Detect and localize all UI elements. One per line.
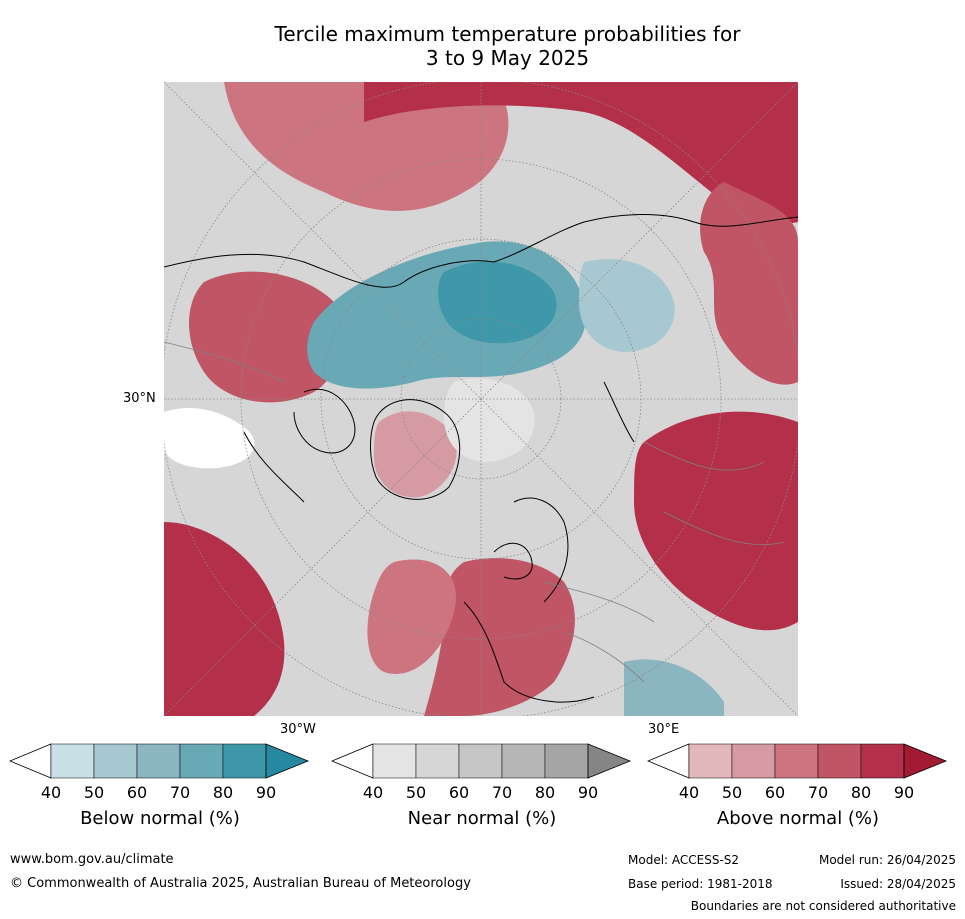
region-greenland-above (374, 411, 457, 498)
colorbar-near-segment (415, 743, 460, 779)
graticule (164, 82, 798, 716)
footer-disclaimer: Boundaries are not considered authoritat… (690, 899, 956, 913)
probability-map[interactable] (164, 82, 798, 716)
colorbar-above-tick: 70 (807, 783, 829, 802)
region-siberia-above (364, 82, 798, 224)
colorbar-near-segment (372, 743, 417, 779)
region-atlantic-above (367, 559, 456, 674)
colorbar-above-svg (647, 743, 948, 779)
lon-label-30w: 30°W (280, 722, 316, 737)
colorbar-below-segment (93, 743, 138, 779)
region-europe-above (424, 558, 575, 716)
colorbar-below-tick: 60 (126, 783, 148, 802)
colorbar-above-segment (817, 743, 862, 779)
colorbar-below-segment (136, 743, 181, 779)
colorbar-near-tick: 60 (448, 783, 470, 802)
region-canada-above (189, 271, 345, 403)
borders (164, 341, 785, 683)
colorbar-near-tick: 80 (534, 783, 556, 802)
colorbar-near (331, 743, 633, 779)
colorbar-above-title: Above normal (%) (716, 808, 880, 829)
colorbar-below-max-arrow (265, 743, 310, 779)
region-north-pacific-above (224, 82, 509, 211)
region-russia-above (634, 411, 798, 631)
region-north-america-above (164, 522, 285, 716)
colorbar-below-min-arrow (9, 743, 52, 779)
footer-base-period: Base period: 1981-2018 (628, 877, 773, 891)
colorbar-above-min-arrow (647, 743, 690, 779)
region-scandinavia-below (579, 258, 675, 352)
colorbar-near-max-arrow (587, 743, 632, 779)
colorbar-above-tick: 60 (764, 783, 786, 802)
title-line-1: Tercile maximum temperature probabilitie… (274, 22, 741, 46)
region-east-asia-below (624, 659, 724, 716)
colorbar-above-segment (774, 743, 819, 779)
colorbar-below (9, 743, 311, 779)
footer-model-run: Model run: 26/04/2025 (818, 853, 956, 867)
chart-title: Tercile maximum temperature probabilitie… (0, 22, 965, 70)
map-canvas (164, 82, 798, 716)
colorbar-near-segment (544, 743, 589, 779)
colorbar-below-segment (179, 743, 224, 779)
colorbar-near-min-arrow (331, 743, 374, 779)
coastlines (164, 214, 798, 703)
footer-copyright: © Commonwealth of Australia 2025, Austra… (10, 876, 471, 891)
colorbar-below-svg (9, 743, 310, 779)
colorbar-above-max-arrow (903, 743, 948, 779)
colorbar-below-tick: 90 (255, 783, 277, 802)
colorbar-below-tick: 50 (83, 783, 105, 802)
lat-label-30n: 30°N (123, 391, 156, 406)
region-arctic-below-core (438, 261, 557, 344)
footer-issued: Issued: 28/04/2025 (840, 877, 956, 891)
colorbar-above-segment (860, 743, 905, 779)
lon-label-30e: 30°E (648, 722, 680, 737)
colorbar-near-tick: 70 (491, 783, 513, 802)
colorbar-above-tick: 80 (850, 783, 872, 802)
region-white-band (164, 407, 255, 469)
colorbar-above-segment (731, 743, 776, 779)
colorbar-below-tick: 70 (169, 783, 191, 802)
colorbar-near-tick: 90 (577, 783, 599, 802)
colorbar-below-title: Below normal (%) (80, 808, 240, 829)
colorbar-near-tick: 50 (405, 783, 427, 802)
colorbar-above (647, 743, 949, 779)
colorbar-below-tick: 40 (40, 783, 62, 802)
footer-model: Model: ACCESS-S2 (628, 853, 740, 867)
colorbar-near-svg (331, 743, 632, 779)
map-field (164, 82, 798, 716)
region-asia-above (700, 182, 798, 385)
colorbar-near-title: Near normal (%) (407, 808, 557, 829)
colorbar-above-tick: 50 (721, 783, 743, 802)
footer-website[interactable]: www.bom.gov.au/climate (10, 852, 174, 867)
colorbar-below-tick: 80 (212, 783, 234, 802)
colorbar-near-segment (501, 743, 546, 779)
colorbar-near-segment (458, 743, 503, 779)
colorbar-above-tick: 90 (893, 783, 915, 802)
colorbar-below-segment (50, 743, 95, 779)
colorbar-below-segment (222, 743, 267, 779)
colorbar-near-tick: 40 (362, 783, 384, 802)
colorbar-above-segment (688, 743, 733, 779)
colorbar-above-tick: 40 (678, 783, 700, 802)
title-line-2: 3 to 9 May 2025 (425, 46, 590, 70)
